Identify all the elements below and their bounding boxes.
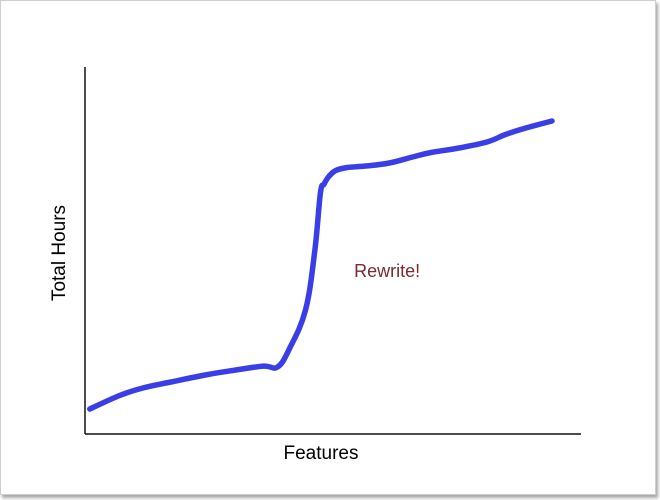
annotation-label: Rewrite! bbox=[354, 261, 420, 281]
series-group bbox=[87, 118, 555, 412]
series-line-1 bbox=[87, 118, 555, 412]
x-axis-label: Features bbox=[284, 443, 359, 464]
annotation-group: Rewrite! bbox=[354, 261, 420, 281]
y-axis-label: Total Hours bbox=[49, 205, 70, 301]
